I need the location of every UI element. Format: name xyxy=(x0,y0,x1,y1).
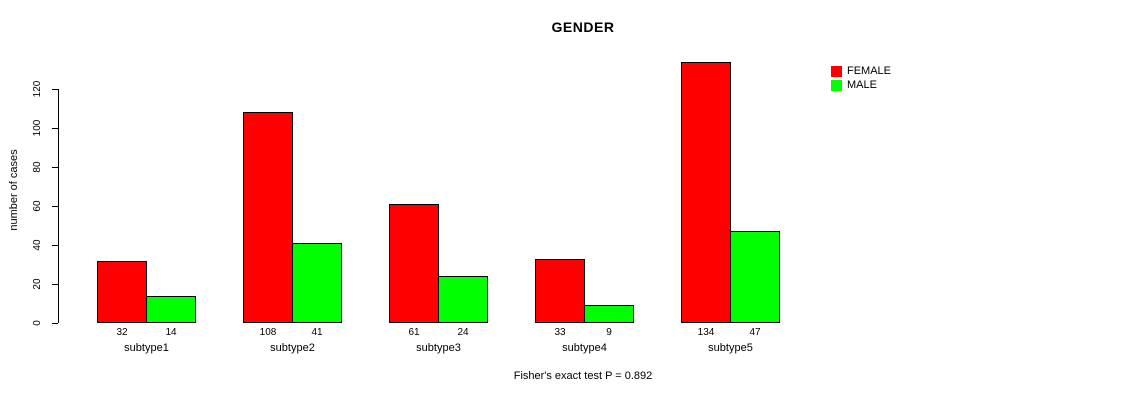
bar-female-subtype1 xyxy=(97,260,147,323)
x-category-label: subtype3 xyxy=(416,342,461,354)
bar-male-subtype5 xyxy=(730,231,780,323)
y-tick-label: 80 xyxy=(32,161,43,173)
y-tick-label: 120 xyxy=(32,80,43,98)
y-tick xyxy=(52,244,58,246)
y-tick-label: 20 xyxy=(32,278,43,290)
bar-male-subtype2 xyxy=(292,243,342,323)
legend-label-male: MALE xyxy=(847,78,877,91)
bar-female-subtype3 xyxy=(389,204,439,323)
y-tick-label: 40 xyxy=(32,239,43,251)
bar-value-label: 61 xyxy=(408,327,420,338)
y-tick xyxy=(52,88,58,90)
y-axis-title: number of cases xyxy=(8,149,20,231)
bar-value-label: 14 xyxy=(165,327,177,338)
x-category-label: subtype2 xyxy=(270,342,315,354)
bar-male-subtype3 xyxy=(438,276,488,323)
bar-female-subtype2 xyxy=(243,112,293,323)
bar-male-subtype1 xyxy=(146,295,196,323)
female-swatch-icon xyxy=(831,65,842,77)
y-tick xyxy=(52,127,58,129)
y-axis-line xyxy=(58,89,59,323)
y-tick xyxy=(52,283,58,285)
male-swatch-icon xyxy=(831,79,842,91)
bar-value-label: 9 xyxy=(606,327,612,338)
bar-female-subtype5 xyxy=(681,61,731,323)
bar-female-subtype4 xyxy=(535,258,585,323)
legend-item-female: FEMALE xyxy=(831,64,891,78)
legend-label-female: FEMALE xyxy=(847,64,892,77)
y-tick-label: 100 xyxy=(32,119,43,137)
x-category-label: subtype5 xyxy=(708,342,753,354)
y-tick-label: 0 xyxy=(32,320,43,326)
x-category-label: subtype1 xyxy=(124,342,169,354)
bar-value-label: 47 xyxy=(749,327,761,338)
annotation-text: Fisher's exact test P = 0.892 xyxy=(513,370,653,382)
x-category-label: subtype4 xyxy=(562,342,607,354)
bar-value-label: 41 xyxy=(311,327,323,338)
legend: FEMALE MALE xyxy=(831,64,891,92)
y-tick xyxy=(52,322,58,324)
bar-male-subtype4 xyxy=(584,305,634,323)
legend-item-male: MALE xyxy=(831,78,891,92)
y-tick-label: 60 xyxy=(32,200,43,212)
y-tick xyxy=(52,166,58,168)
bar-value-label: 24 xyxy=(457,327,469,338)
bar-value-label: 108 xyxy=(259,327,277,338)
chart-title: GENDER xyxy=(551,19,615,35)
y-tick xyxy=(52,205,58,207)
bar-value-label: 134 xyxy=(697,327,715,338)
bar-value-label: 32 xyxy=(116,327,128,338)
bar-value-label: 33 xyxy=(554,327,566,338)
